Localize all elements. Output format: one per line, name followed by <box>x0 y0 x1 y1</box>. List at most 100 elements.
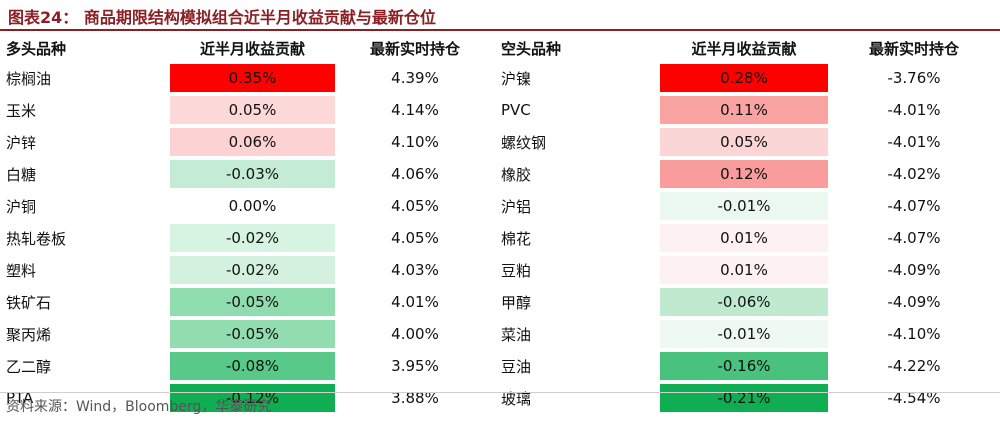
long-contrib-cell: -0.05% <box>170 318 335 350</box>
short-contrib-cell: 0.11% <box>660 94 828 126</box>
header-short-name: 空头品种 <box>501 39 562 58</box>
short-name: 豆粕 <box>501 261 532 280</box>
long-name: 棕榈油 <box>6 69 52 88</box>
short-name: 棉花 <box>501 229 532 248</box>
short-contrib: 0.28% <box>660 64 828 92</box>
long-pos: 3.95% <box>391 357 439 375</box>
long-pos: 4.39% <box>391 69 439 87</box>
long-pos: 4.05% <box>391 229 439 247</box>
short-contrib: -0.16% <box>660 352 828 380</box>
long-pos: 4.14% <box>391 101 439 119</box>
short-pos: -4.07% <box>887 197 941 215</box>
long-name: 玉米 <box>6 101 37 120</box>
long-contrib: -0.05% <box>170 288 335 316</box>
short-pos: -4.09% <box>887 261 941 279</box>
long-contrib: 0.05% <box>170 96 335 124</box>
long-name: 热轧卷板 <box>6 229 67 248</box>
long-contrib-cell: 0.06% <box>170 126 335 158</box>
short-contrib: -0.06% <box>660 288 828 316</box>
long-contrib: 0.06% <box>170 128 335 156</box>
header-long-pos: 最新实时持仓 <box>369 39 460 58</box>
short-contrib: -0.21% <box>660 384 828 412</box>
short-name: 甲醇 <box>501 293 532 312</box>
short-pos: -4.22% <box>887 357 941 375</box>
table-row: PTA -0.12% 3.88% 玻璃 -0.21% -4.54% <box>0 382 1000 414</box>
short-name: 玻璃 <box>501 389 532 408</box>
short-pos: -4.02% <box>887 165 941 183</box>
long-contrib: -0.12% <box>170 384 335 412</box>
long-contrib: -0.02% <box>170 224 335 252</box>
table-row: 铁矿石 -0.05% 4.01% 甲醇 -0.06% -4.09% <box>0 286 1000 318</box>
short-name: 豆油 <box>501 357 532 376</box>
short-contrib-cell: -0.01% <box>660 190 828 222</box>
long-name: 白糖 <box>6 165 37 184</box>
long-name: PTA <box>6 389 34 407</box>
table-row: 沪锌 0.06% 4.10% 螺纹钢 0.05% -4.01% <box>0 126 1000 158</box>
short-pos: -4.07% <box>887 229 941 247</box>
short-contrib-cell: -0.16% <box>660 350 828 382</box>
long-contrib-cell: 0.05% <box>170 94 335 126</box>
long-pos: 4.01% <box>391 293 439 311</box>
short-contrib-cell: -0.06% <box>660 286 828 318</box>
short-contrib-cell: 0.05% <box>660 126 828 158</box>
long-pos: 4.10% <box>391 133 439 151</box>
figure-title: 图表24： 商品期限结构模拟组合近半月收益贡献与最新仓位 <box>8 8 436 27</box>
short-contrib-cell: 0.01% <box>660 222 828 254</box>
short-pos: -4.01% <box>887 133 941 151</box>
table-row: 棕榈油 0.35% 4.39% 沪镍 0.28% -3.76% <box>0 62 1000 94</box>
contribution-table: 多头品种 近半月收益贡献 最新实时持仓 空头品种 近半月收益贡献 最新实时持仓 … <box>0 34 1000 414</box>
short-pos: -4.01% <box>887 101 941 119</box>
long-contrib-cell: -0.02% <box>170 254 335 286</box>
table-row: 乙二醇 -0.08% 3.95% 豆油 -0.16% -4.22% <box>0 350 1000 382</box>
long-contrib: -0.02% <box>170 256 335 284</box>
long-contrib: -0.08% <box>170 352 335 380</box>
table-row: 热轧卷板 -0.02% 4.05% 棉花 0.01% -4.07% <box>0 222 1000 254</box>
short-contrib: 0.12% <box>660 160 828 188</box>
short-name: 沪镍 <box>501 69 532 88</box>
short-pos: -4.10% <box>887 325 941 343</box>
table-row: 玉米 0.05% 4.14% PVC 0.11% -4.01% <box>0 94 1000 126</box>
short-contrib-cell: 0.01% <box>660 254 828 286</box>
long-contrib-cell: 0.35% <box>170 62 335 94</box>
source-note: 资料来源：Wind，Bloomberg，华泰研究 <box>6 399 272 415</box>
long-pos: 4.00% <box>391 325 439 343</box>
short-name: 螺纹钢 <box>501 133 547 152</box>
figure-title-bar: 图表24： 商品期限结构模拟组合近半月收益贡献与最新仓位 <box>0 0 1000 31</box>
long-name: 乙二醇 <box>6 357 52 376</box>
long-contrib-cell: -0.03% <box>170 158 335 190</box>
short-contrib-cell: -0.21% <box>660 382 828 414</box>
long-contrib: -0.03% <box>170 160 335 188</box>
long-contrib-cell: -0.02% <box>170 222 335 254</box>
header-long-name: 多头品种 <box>6 39 67 58</box>
table-row: 白糖 -0.03% 4.06% 橡胶 0.12% -4.02% <box>0 158 1000 190</box>
table-row: 沪铜 0.00% 4.05% 沪铝 -0.01% -4.07% <box>0 190 1000 222</box>
short-name: PVC <box>501 101 531 119</box>
table-header-row: 多头品种 近半月收益贡献 最新实时持仓 空头品种 近半月收益贡献 最新实时持仓 <box>0 34 1000 62</box>
short-pos: -3.76% <box>887 69 941 87</box>
short-pos: -4.54% <box>887 389 941 407</box>
short-contrib-cell: 0.12% <box>660 158 828 190</box>
long-contrib-cell: 0.00% <box>170 190 335 222</box>
short-contrib: 0.11% <box>660 96 828 124</box>
short-name: 菜油 <box>501 325 532 344</box>
long-pos: 4.03% <box>391 261 439 279</box>
long-pos: 3.88% <box>391 389 439 407</box>
header-short-pos: 最新实时持仓 <box>868 39 959 58</box>
short-contrib-cell: 0.28% <box>660 62 828 94</box>
long-name: 沪铜 <box>6 197 37 216</box>
table-row: 聚丙烯 -0.05% 4.00% 菜油 -0.01% -4.10% <box>0 318 1000 350</box>
short-contrib: -0.01% <box>660 192 828 220</box>
long-contrib-cell: -0.12% <box>170 382 335 414</box>
short-contrib: 0.05% <box>660 128 828 156</box>
long-contrib: -0.05% <box>170 320 335 348</box>
short-name: 橡胶 <box>501 165 532 184</box>
short-contrib-cell: -0.01% <box>660 318 828 350</box>
short-contrib: 0.01% <box>660 256 828 284</box>
long-pos: 4.05% <box>391 197 439 215</box>
table-row: 塑料 -0.02% 4.03% 豆粕 0.01% -4.09% <box>0 254 1000 286</box>
short-contrib: -0.01% <box>660 320 828 348</box>
long-name: 沪锌 <box>6 133 37 152</box>
header-short-contrib: 近半月收益贡献 <box>691 39 797 58</box>
long-contrib: 0.35% <box>170 64 335 92</box>
short-contrib: 0.01% <box>660 224 828 252</box>
